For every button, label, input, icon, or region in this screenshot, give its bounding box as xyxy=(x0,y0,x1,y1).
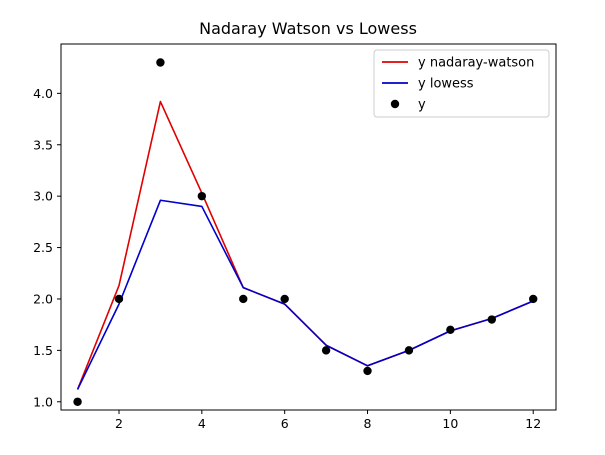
y-tick-label: 1.5 xyxy=(33,343,53,358)
y-tick-label: 2.5 xyxy=(33,240,53,255)
y-tick-label: 1.0 xyxy=(33,394,53,409)
y-tick-label: 4.0 xyxy=(33,86,53,101)
scatter-point xyxy=(73,397,82,406)
legend-box xyxy=(373,49,550,118)
legend-label: y xyxy=(418,98,426,113)
legend: y nadaray-watson y lowess y xyxy=(373,49,550,118)
scatter-point xyxy=(404,346,414,355)
scatter-point xyxy=(114,294,124,304)
legend-swatch-marker xyxy=(390,99,400,109)
chart-title: Nadaray Watson vs Lowess xyxy=(199,19,417,38)
x-tick-label: 4 xyxy=(198,416,206,431)
x-tick-label: 12 xyxy=(525,416,541,431)
legend-label: y lowess xyxy=(418,77,474,92)
scatter-point xyxy=(487,315,496,324)
scatter-point xyxy=(446,325,455,335)
y-axis: 1.0 1.5 2.0 2.5 3.0 3.5 4.0 xyxy=(33,86,61,409)
x-axis: 2 4 6 8 10 12 xyxy=(115,410,541,431)
y-tick-label: 3.0 xyxy=(33,189,53,204)
x-tick-label: 6 xyxy=(281,416,289,431)
x-tick-label: 8 xyxy=(364,416,372,431)
x-tick-label: 2 xyxy=(115,416,123,431)
x-tick-label: 10 xyxy=(442,416,458,431)
legend-label: y nadaray-watson xyxy=(418,56,534,71)
scatter-point xyxy=(197,191,207,201)
scatter-point xyxy=(529,294,538,304)
scatter-point xyxy=(239,294,248,304)
series-line-y-nadaray-watson xyxy=(76,100,534,390)
plot-area-frame xyxy=(60,43,557,411)
y-tick-label: 2.0 xyxy=(33,291,53,306)
scatter-point xyxy=(363,366,372,376)
scatter-point xyxy=(321,346,331,355)
series-line-y-lowess xyxy=(76,199,534,390)
series-layer xyxy=(73,58,538,406)
y-tick-label: 3.5 xyxy=(33,137,53,152)
scatter-point xyxy=(280,294,289,304)
scatter-point xyxy=(156,58,165,67)
